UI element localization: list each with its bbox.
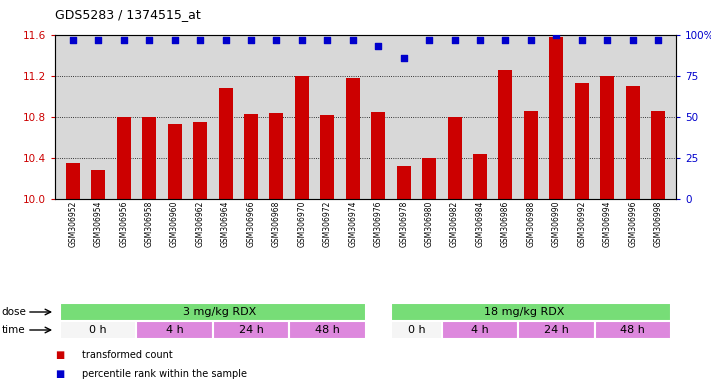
Point [220, 37, 231, 43]
Point [424, 37, 435, 43]
Point [602, 37, 613, 43]
Point [551, 32, 562, 38]
Bar [600, 76, 614, 199]
Point [373, 43, 384, 50]
Point [194, 37, 205, 43]
Bar [244, 114, 258, 199]
Text: 0 h: 0 h [407, 325, 425, 335]
Text: ■: ■ [55, 369, 64, 379]
Text: 3 mg/kg RDX: 3 mg/kg RDX [183, 307, 256, 317]
Bar [218, 88, 232, 199]
Bar [550, 37, 563, 199]
Bar [168, 124, 181, 199]
Bar [91, 170, 105, 199]
Bar [289, 321, 365, 339]
Bar [371, 112, 385, 199]
Text: 18 mg/kg RDX: 18 mg/kg RDX [484, 307, 565, 317]
Bar [442, 321, 518, 339]
Bar [391, 321, 442, 339]
Point [92, 37, 104, 43]
Bar [117, 117, 131, 199]
Text: 24 h: 24 h [544, 325, 569, 335]
Bar [391, 303, 671, 321]
Bar [651, 111, 665, 199]
Point [347, 37, 358, 43]
Point [169, 37, 181, 43]
Text: transformed count: transformed count [82, 350, 173, 360]
Text: 24 h: 24 h [238, 325, 263, 335]
Bar [60, 303, 365, 321]
Point [245, 37, 257, 43]
Point [296, 37, 308, 43]
Point [321, 37, 333, 43]
Point [627, 37, 638, 43]
Bar [626, 86, 640, 199]
Text: ■: ■ [55, 350, 64, 360]
Bar [213, 321, 289, 339]
Bar [473, 154, 487, 199]
Bar [397, 166, 411, 199]
Bar [66, 163, 80, 199]
Text: GDS5283 / 1374515_at: GDS5283 / 1374515_at [55, 8, 201, 21]
Point [67, 37, 78, 43]
Point [525, 37, 537, 43]
Point [398, 55, 410, 61]
Text: percentile rank within the sample: percentile rank within the sample [82, 369, 247, 379]
Bar [269, 113, 284, 199]
Text: 4 h: 4 h [166, 325, 183, 335]
Point [144, 37, 155, 43]
Text: 48 h: 48 h [620, 325, 645, 335]
Point [653, 37, 664, 43]
Point [500, 37, 511, 43]
Bar [346, 78, 360, 199]
Text: 48 h: 48 h [315, 325, 340, 335]
Text: dose: dose [1, 307, 26, 317]
Point [474, 37, 486, 43]
Bar [321, 115, 334, 199]
Bar [524, 111, 538, 199]
Point [271, 37, 282, 43]
Bar [498, 70, 513, 199]
Text: 4 h: 4 h [471, 325, 489, 335]
Bar [193, 122, 207, 199]
Bar [137, 321, 213, 339]
Bar [574, 83, 589, 199]
Bar [60, 321, 137, 339]
Bar [594, 321, 671, 339]
Bar [518, 321, 594, 339]
Point [449, 37, 460, 43]
Bar [142, 117, 156, 199]
Point [118, 37, 129, 43]
Bar [295, 76, 309, 199]
Text: 0 h: 0 h [90, 325, 107, 335]
Point [576, 37, 587, 43]
Text: time: time [1, 325, 25, 335]
Bar [448, 117, 461, 199]
Bar [422, 158, 436, 199]
